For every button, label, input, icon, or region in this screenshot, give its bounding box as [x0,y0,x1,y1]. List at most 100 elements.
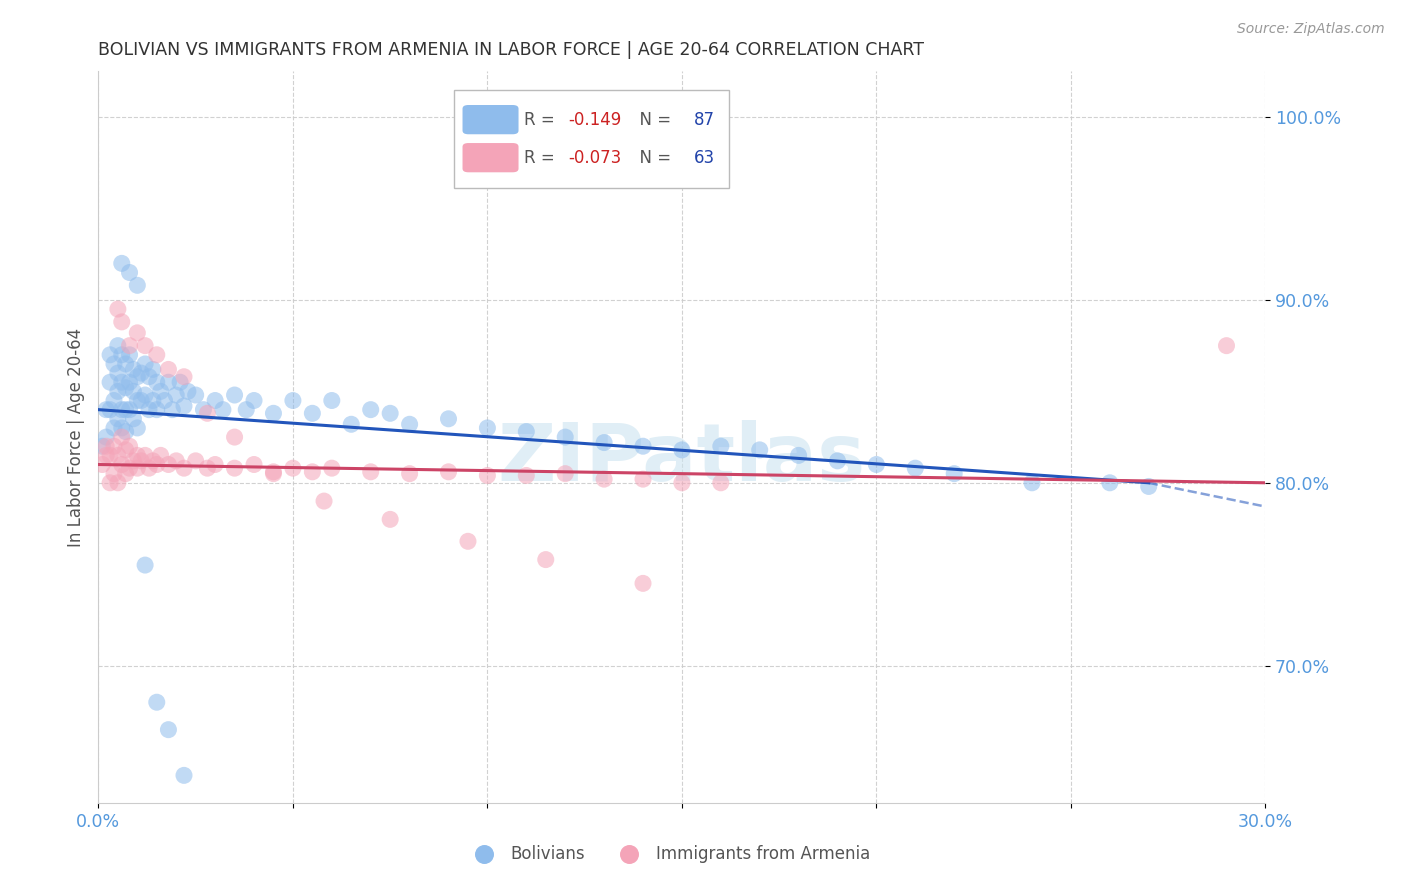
Point [437,411,460,425]
Point [114,402,136,417]
Point [554,467,576,481]
Point [127,421,149,435]
Point [107,384,129,399]
Point [262,467,284,481]
Point [134,558,156,573]
Point [146,348,169,362]
Point [114,467,136,481]
Point [457,534,479,549]
Point [173,399,195,413]
Point [169,375,191,389]
Point [398,417,420,432]
Point [301,465,323,479]
Point [165,454,187,468]
Text: Source: ZipAtlas.com: Source: ZipAtlas.com [1237,22,1385,37]
Point [515,425,537,439]
Point [177,384,200,399]
Point [865,458,887,472]
Point [107,301,129,316]
Point [281,393,304,408]
Point [477,468,499,483]
Point [118,265,141,279]
Point [122,454,145,468]
Text: ZIPatlas: ZIPatlas [498,420,866,498]
Point [224,430,246,444]
Point [212,402,235,417]
Point [114,381,136,395]
Point [111,402,134,417]
Point [149,384,172,399]
Point [107,448,129,462]
Text: BOLIVIAN VS IMMIGRANTS FROM ARMENIA IN LABOR FORCE | AGE 20-64 CORRELATION CHART: BOLIVIAN VS IMMIGRANTS FROM ARMENIA IN L… [98,41,924,59]
Point [312,494,335,508]
FancyBboxPatch shape [454,90,728,188]
Point [157,723,180,737]
Point [235,402,257,417]
Point [122,384,145,399]
Point [360,402,382,417]
Point [281,461,304,475]
Point [118,348,141,362]
Point [671,475,693,490]
Point [96,448,118,462]
Point [943,467,966,481]
Point [224,388,246,402]
Y-axis label: In Labor Force | Age 20-64: In Labor Force | Age 20-64 [66,327,84,547]
Point [127,461,149,475]
FancyBboxPatch shape [463,105,519,135]
Text: N =: N = [630,111,676,128]
Point [165,388,187,402]
Point [114,442,136,457]
Point [138,402,160,417]
Point [114,425,136,439]
Point [103,439,125,453]
Point [111,348,134,362]
Point [111,430,134,444]
Point [103,467,125,481]
Point [129,454,152,468]
Point [134,448,156,462]
Point [554,430,576,444]
Text: -0.149: -0.149 [568,111,621,128]
Point [224,461,246,475]
Point [127,326,149,340]
Point [96,430,118,444]
Point [127,393,149,408]
Text: Bolivians: Bolivians [510,845,585,863]
Point [195,406,218,420]
Point [360,465,382,479]
Point [173,768,195,782]
Point [107,338,129,352]
Point [195,461,218,475]
Point [153,393,176,408]
Point [134,388,156,402]
Point [111,421,134,435]
Point [138,369,160,384]
Text: R =: R = [524,149,561,167]
Point [118,461,141,475]
Point [146,695,169,709]
Point [111,458,134,472]
Point [138,461,160,475]
Point [340,417,363,432]
Point [98,375,121,389]
Point [193,402,215,417]
Point [515,468,537,483]
Point [631,439,654,453]
Point [134,338,156,352]
Point [118,439,141,453]
Point [98,348,121,362]
Point [146,375,169,389]
Point [1021,475,1043,490]
Point [243,458,266,472]
Point [96,439,118,453]
Point [1137,479,1160,493]
Point [593,435,616,450]
Point [243,393,266,408]
Point [122,411,145,425]
Point [477,421,499,435]
Text: 87: 87 [693,111,714,128]
Point [118,338,141,352]
Point [710,439,733,453]
Point [146,402,169,417]
